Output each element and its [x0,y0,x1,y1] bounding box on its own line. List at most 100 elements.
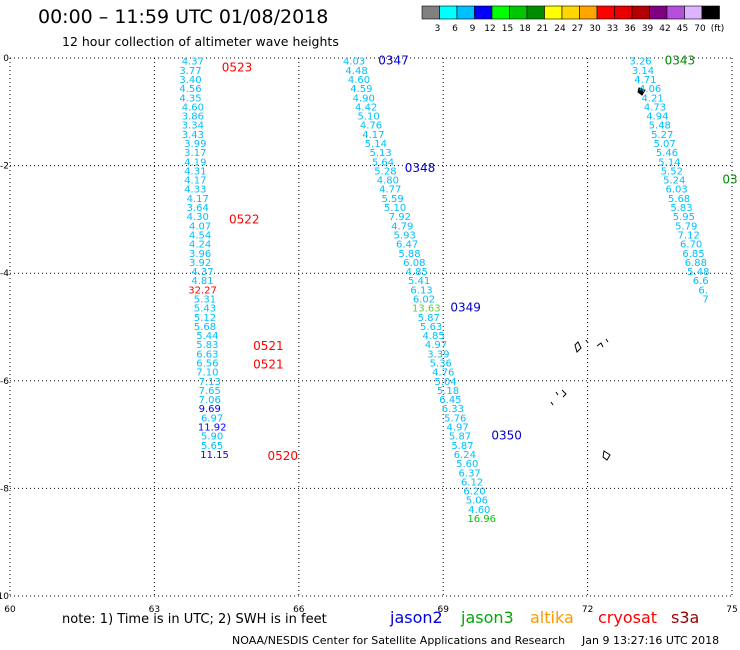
swh-value: 5.79 [675,221,697,232]
legend-swatch [509,5,528,20]
x-tick-label: 60 [4,605,16,615]
legend-tick-label: 6 [452,24,458,34]
swh-value: 5.31 [194,294,216,305]
swh-value: 6.08 [403,258,425,269]
swh-value: 4.24 [189,240,211,251]
coastline-fragment [637,87,646,96]
grid: 60 63 66 69 72 75 0 -2 -4 -6 -8 -10 [0,54,738,615]
coastline-fragment [555,391,559,396]
pass-time-label: 0522 [229,212,260,226]
chart-title: 00:00 – 11:59 UTC 01/08/2018 [38,6,329,28]
swh-value: 5.27 [651,130,673,141]
legend-tick-label: 70 [694,24,706,34]
legend-swatch [579,5,598,20]
legend-swatch [666,5,685,20]
coastline-fragment [574,341,582,353]
swh-value: 3.39 [427,349,449,360]
legend-swatch [614,5,633,20]
legend-tick-label: 45 [677,24,688,34]
legend-tick-label: 18 [519,24,531,34]
swh-value: 7 [702,294,708,305]
swh-value: 5.10 [384,203,406,214]
swh-value: 5.60 [456,459,478,470]
swh-value: 9.69 [199,404,221,415]
legend-swatch [701,5,720,20]
swh-value: 5.06 [466,496,488,507]
chart-subtitle: 12 hour collection of altimeter wave hei… [62,34,339,49]
swh-value: 11.15 [200,450,229,461]
mission-jason2: jason2 [390,608,443,627]
footer-note: note: 1) Time is in UTC; 2) SWH is in fe… [62,612,327,627]
y-tick-label: -4 [0,269,9,279]
y-tick-label: -8 [0,484,9,494]
swh-value: 5.87 [451,441,473,452]
mission-jason3: jason3 [461,608,514,627]
swh-value: 4.97 [425,340,447,351]
swh-value: 4.07 [189,221,211,232]
swh-value: 4.17 [362,130,384,141]
swh-value: 4.30 [187,212,209,223]
swh-value: 6.47 [396,240,418,251]
swh-value: 6.70 [680,240,702,251]
y-tick-label: 0 [3,54,9,64]
x-tick-label: 66 [293,605,305,615]
legend-tick-label: 33 [607,24,618,34]
coastline-fragment [602,450,611,461]
swh-value: 5.14 [365,139,387,150]
swh-value: 3.92 [189,258,211,269]
legend-swatch [561,5,580,20]
swh-value: 3.40 [179,75,201,86]
swh-value: 5.28 [374,166,396,177]
legend-tick-label: 36 [624,24,636,34]
swh-value: 4.71 [634,75,656,86]
legend-tick-label: 21 [537,24,548,34]
swh-value: 6.45 [439,395,461,406]
swh-value: 5.04 [434,377,456,388]
coastline-fragment [550,401,554,406]
swh-value: 6.85 [682,249,704,260]
x-tick-label: 72 [582,605,593,615]
swh-value: 5.24 [663,176,685,187]
swh-value: 5.12 [194,313,216,324]
swh-value: 3.64 [187,203,209,214]
pass-time-label: 0520 [268,449,299,463]
wave-height-tracks: 4.373.773.404.564.354.603.863.343.433.99… [179,57,709,525]
swh-value: 3.99 [184,139,206,150]
swh-value: 4.37 [191,267,213,278]
swh-value: 6.12 [461,477,483,488]
swh-value: 5.07 [653,139,675,150]
swh-value: 4.60 [182,102,204,113]
swh-value: 6.20 [463,487,485,498]
legend-swatch [631,5,650,20]
swh-value: 5.46 [656,148,678,159]
swh-value: 3.86 [182,112,204,123]
swh-value: 5.90 [201,432,223,443]
swh-value: 4.17 [187,194,209,205]
pass-time-label: 0521 [253,339,284,353]
mission-s3a: s3a [671,608,700,627]
swh-value: 5.59 [382,194,404,205]
swh-value: 5.95 [673,212,695,223]
swh-value: 4.97 [447,423,469,434]
swh-value: 4.17 [184,176,206,187]
swh-value: 11.92 [198,423,227,434]
swh-value: 4.85 [422,331,444,342]
swh-value: 6.03 [666,185,688,196]
swh-value: 6. [698,285,708,296]
swh-value: 4.56 [179,84,201,95]
swh-value: 4.59 [350,84,372,95]
legend-unit: (ft) [711,24,725,34]
y-tick-label: -10 [0,592,9,602]
swh-value: 3.96 [189,249,211,260]
legend-tick-label: 27 [572,24,583,34]
swh-value: 5.63 [420,322,442,333]
legend-swatch [491,5,510,20]
swh-value: 4.94 [646,112,668,123]
swh-value: 4.81 [191,276,213,287]
pass-time-label: 0347 [378,54,409,68]
swh-value: 5.48 [687,267,709,278]
legend-swatch [474,5,493,20]
swh-value: 5.83 [670,203,692,214]
legend-tick-label: 39 [642,24,654,34]
swh-value: 5.83 [196,340,218,351]
